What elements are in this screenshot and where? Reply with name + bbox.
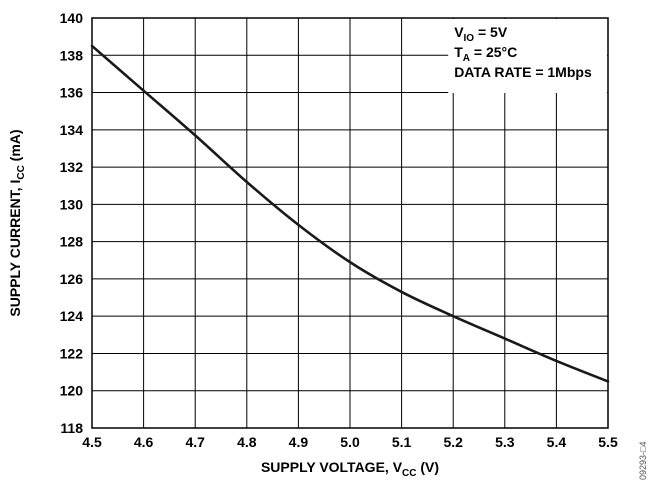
y-tick-label: 128 [60, 234, 84, 250]
y-axis-label-main: SUPPLY CURRENT, I [7, 180, 23, 317]
condition-tail: = 25°C [470, 44, 517, 60]
y-tick-label: 134 [60, 122, 84, 138]
x-tick-label: 5.2 [443, 434, 463, 450]
x-tick-label: 5.4 [547, 434, 567, 450]
condition-tail: = 5V [474, 24, 508, 40]
y-axis-label-sub: CC [16, 165, 27, 179]
y-tick-label: 140 [60, 10, 84, 26]
y-axis-label: SUPPLY CURRENT, ICC (mA) [7, 129, 27, 316]
x-axis-label-sub: CC [402, 468, 416, 479]
y-tick-label: 130 [60, 196, 84, 212]
y-tick-label: 132 [60, 159, 84, 175]
condition-sub: IO [464, 33, 475, 44]
supply-current-curve [90, 44, 610, 383]
figure-reference-code: 09293-□4 [638, 442, 648, 480]
x-tick-label: 5.3 [495, 434, 515, 450]
y-tick-label: 126 [60, 271, 84, 287]
x-tick-label: 5.1 [392, 434, 412, 450]
y-tick-label: 124 [60, 308, 84, 324]
y-axis-label-tail: (mA) [7, 129, 23, 165]
condition-main: DATA RATE = 1Mbps [454, 64, 592, 80]
x-axis-label: SUPPLY VOLTAGE, VCC (V) [261, 459, 439, 479]
x-tick-label: 4.6 [134, 434, 154, 450]
x-axis-label-tail: (V) [416, 459, 439, 475]
tick-labels: 4.5 4.6 4.7 4.8 4.9 5.0 5.1 5.2 5.3 5.4 5.5 118 120 1… [60, 10, 618, 450]
x-tick-label: 4.5 [82, 434, 102, 450]
y-tick-label: 138 [60, 47, 84, 63]
x-axis-label-main: SUPPLY VOLTAGE, V [261, 459, 403, 475]
condition-main: T [454, 44, 463, 60]
condition-sub: A [463, 53, 470, 64]
condition-line: VIO = 5V [454, 24, 508, 44]
conditions-box [448, 19, 607, 93]
x-tick-label: 4.9 [289, 434, 309, 450]
x-tick-label: 5.0 [340, 434, 360, 450]
y-tick-label: 122 [60, 345, 84, 361]
condition-line: TA = 25°C [454, 44, 517, 64]
x-tick-label: 4.8 [237, 434, 257, 450]
y-tick-label: 118 [60, 420, 83, 436]
x-tick-label: 5.5 [598, 434, 618, 450]
y-tick-label: 120 [60, 383, 84, 399]
condition-line: DATA RATE = 1Mbps [454, 64, 592, 80]
series-layer [90, 44, 610, 383]
x-tick-label: 4.7 [185, 434, 205, 450]
condition-main: V [454, 24, 464, 40]
y-tick-label: 136 [60, 85, 84, 101]
